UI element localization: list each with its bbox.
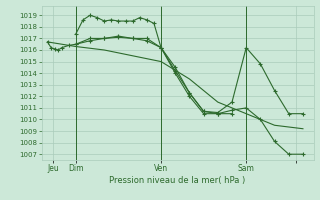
X-axis label: Pression niveau de la mer( hPa ): Pression niveau de la mer( hPa ): [109, 176, 246, 185]
